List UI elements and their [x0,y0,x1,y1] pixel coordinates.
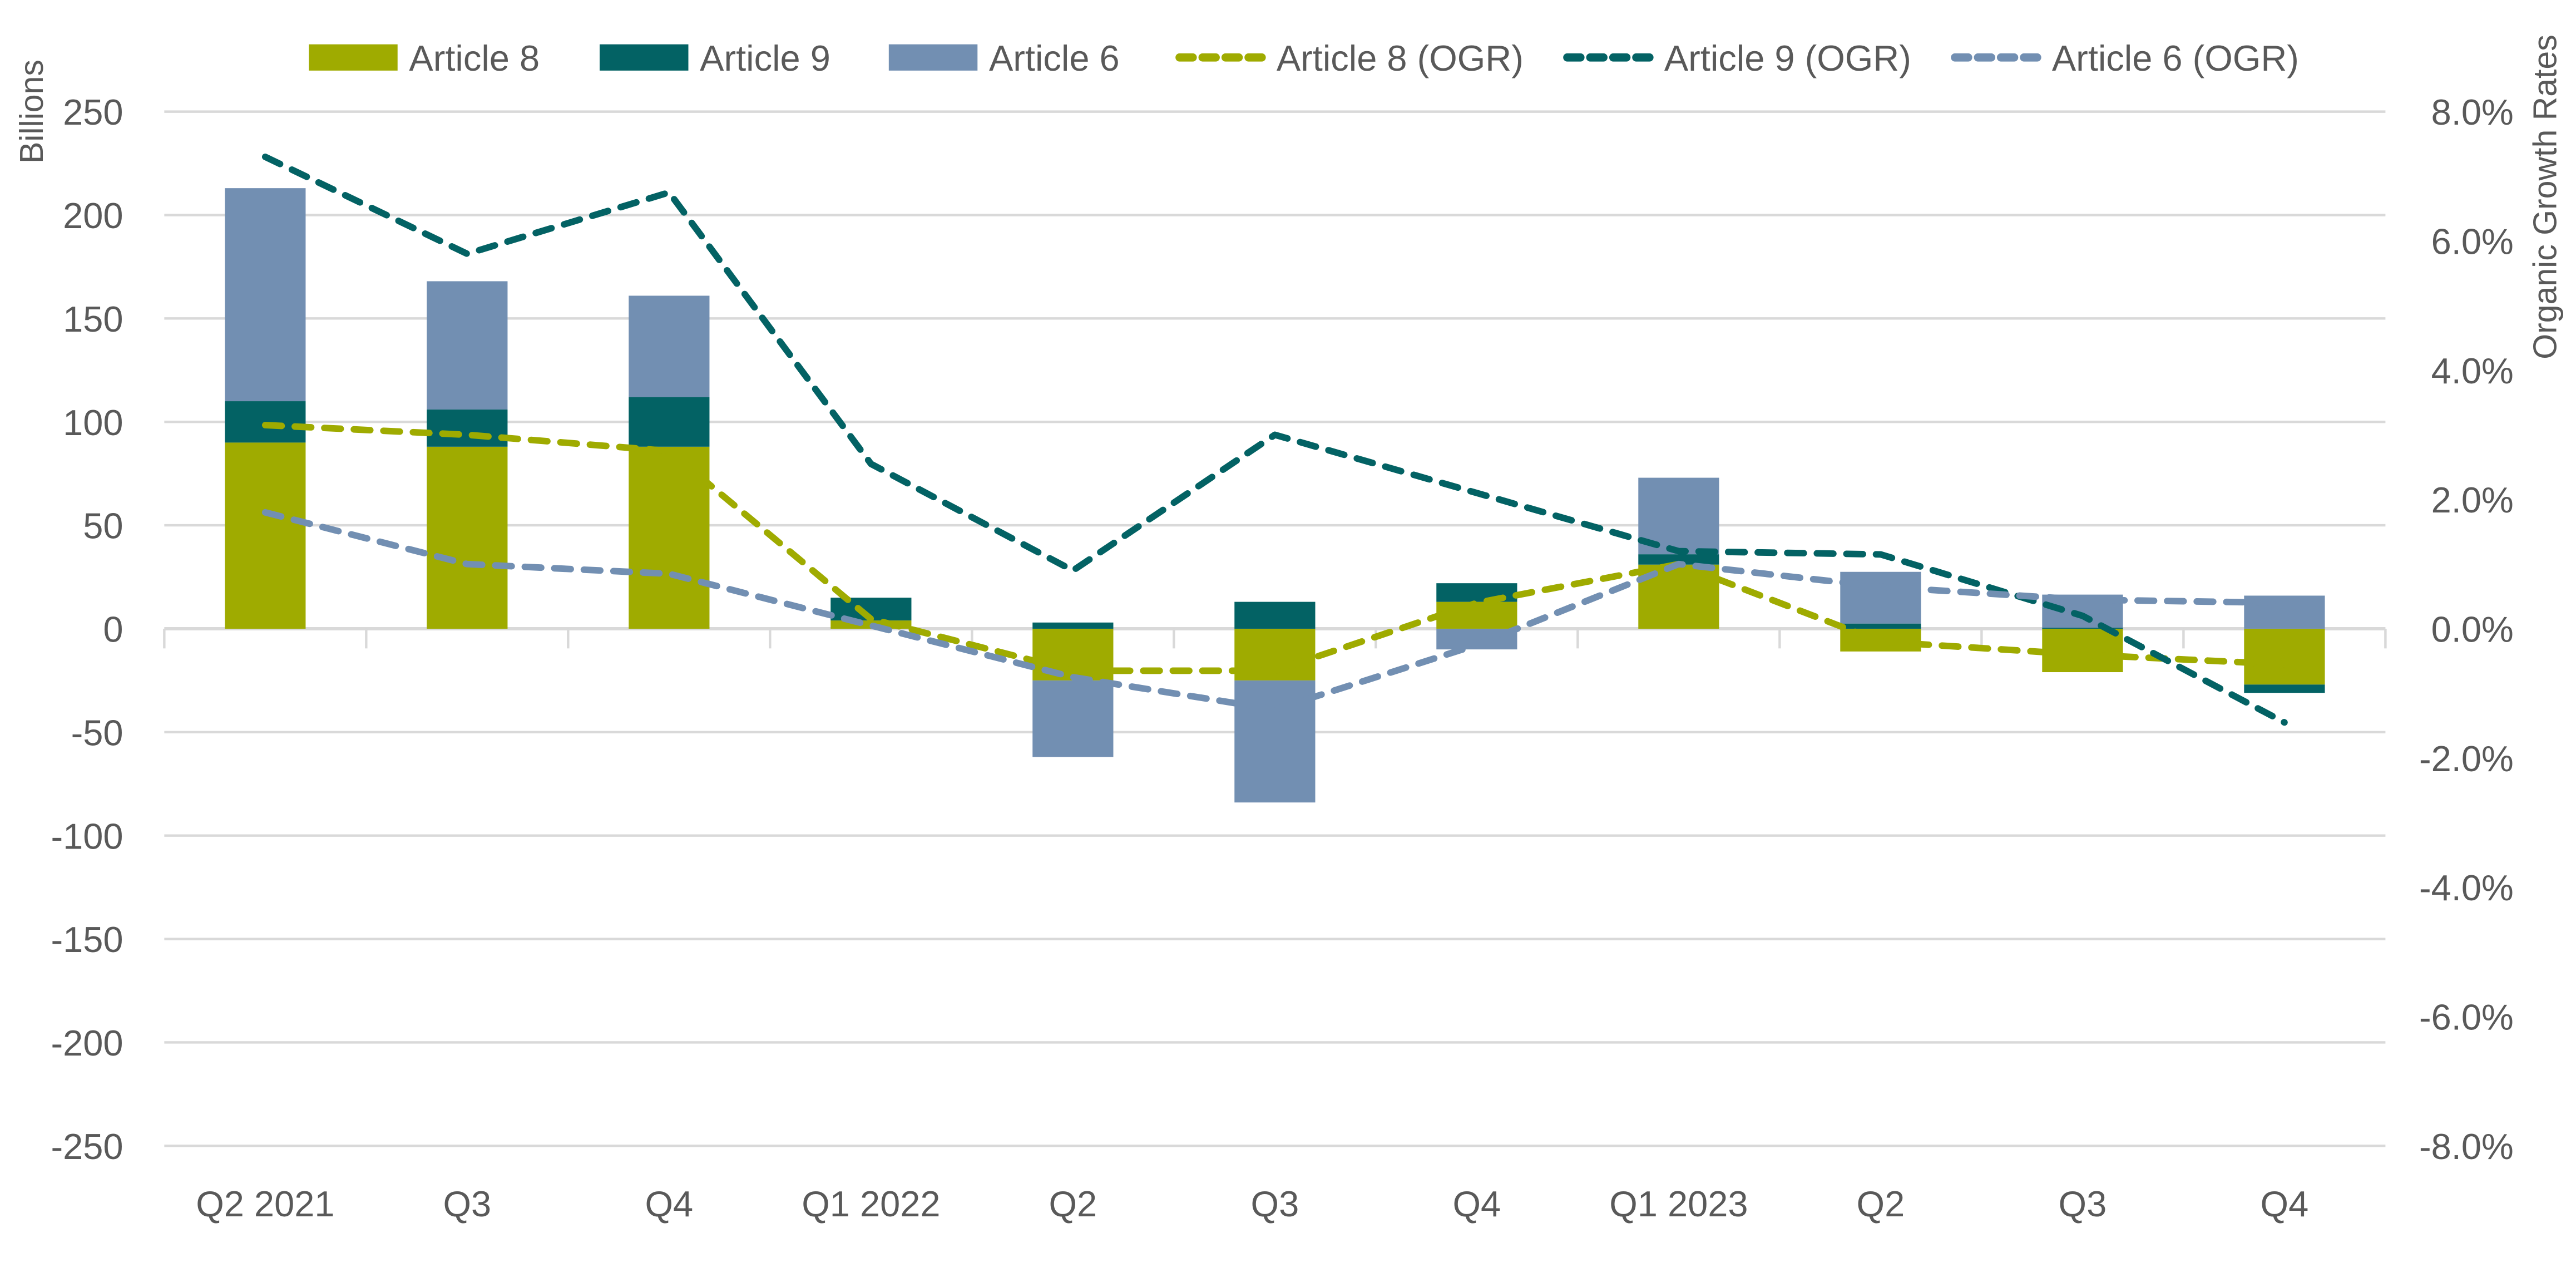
y2-tick-label: -8.0% [2419,1126,2514,1167]
x-tick-label: Q2 2021 [196,1184,334,1224]
y-tick-label: -250 [51,1126,123,1167]
bar-article-6 [1032,680,1114,757]
y-tick-label: 50 [83,506,123,546]
bar-article-9 [2042,628,2123,629]
line-article-6-ogr [261,509,2288,713]
bar-article-9 [427,409,508,447]
bar-article-6 [427,281,508,410]
legend-label-article-6-ogr: Article 6 (OGR) [2052,38,2299,78]
y-tick-label: 250 [63,92,123,132]
x-tick-label: Q4 [645,1184,694,1224]
legend: Article 8 Article 9 Article 6 Article 8 (OG… [309,38,2299,78]
y2-tick-label: -6.0% [2419,997,2514,1038]
bar-article-8 [1436,601,1517,629]
bar-article-9 [629,397,710,447]
x-tick-label: Q3 [1251,1184,1299,1224]
legend-label-article-9-ogr: Article 9 (OGR) [1664,38,1911,78]
y-tick-label: -100 [51,816,123,856]
bar-article-6 [629,295,710,397]
line-article-8-ogr [261,422,2288,674]
y-tick-label: -200 [51,1023,123,1063]
legend-label-article-8: Article 8 [409,38,540,78]
legend-swatch-article-6 [888,44,978,71]
bar-article-8 [225,442,306,629]
legend-swatch-article-9 [600,44,689,71]
axes: Billions Organic Growth Rates 250 200 150 1… [13,34,2564,1224]
y-tick-label: -150 [51,919,123,960]
bar-article-6 [225,188,306,402]
y2-tick-label: 2.0% [2431,480,2514,520]
x-tick-label: Q4 [1453,1184,1501,1224]
y-tick-label: 100 [63,402,123,443]
y-tick-label: -50 [71,712,123,753]
x-tick-label: Q4 [2261,1184,2309,1224]
y-axis-title: Billions [13,60,50,164]
x-tick-label: Q1 2023 [1609,1184,1748,1224]
y2-tick-label: -2.0% [2419,738,2514,779]
y2-tick-label: -4.0% [2419,867,2514,908]
line-article-9-ogr [261,154,2288,726]
y2-tick-label: 8.0% [2431,92,2514,132]
bar-article-8 [2042,628,2123,673]
bar-article-9 [1638,554,1719,565]
bar-article-8 [2244,628,2325,685]
y2-tick-label: 4.0% [2431,351,2514,391]
y2-tick-label: 0.0% [2431,609,2514,650]
legend-label-article-6: Article 6 [989,38,1120,78]
y-tick-label: 150 [63,299,123,339]
lines [261,154,2288,726]
x-tick-label: Q3 [443,1184,492,1224]
x-tick-label: Q2 [1857,1184,1905,1224]
legend-swatch-article-8 [309,44,398,71]
legend-label-article-9: Article 9 [700,38,830,78]
y2-axis-title: Organic Growth Rates [2527,34,2564,359]
legend-label-article-8-ogr: Article 8 (OGR) [1277,38,1524,78]
bar-article-6 [1840,571,1921,624]
y2-tick-label: 6.0% [2431,221,2514,262]
bar-article-9 [1840,623,1921,629]
bars [225,188,2325,803]
x-tick-label: Q2 [1049,1184,1097,1224]
y-tick-label: 200 [63,195,123,236]
bar-article-6 [1234,680,1316,803]
y-tick-label: 0 [103,609,123,650]
bar-article-9 [1234,601,1316,629]
x-tick-label: Q3 [2059,1184,2107,1224]
x-tick-label: Q1 2022 [802,1184,940,1224]
bar-article-9 [1032,622,1114,629]
bar-article-8 [427,446,508,629]
bar-article-9 [2244,684,2325,693]
